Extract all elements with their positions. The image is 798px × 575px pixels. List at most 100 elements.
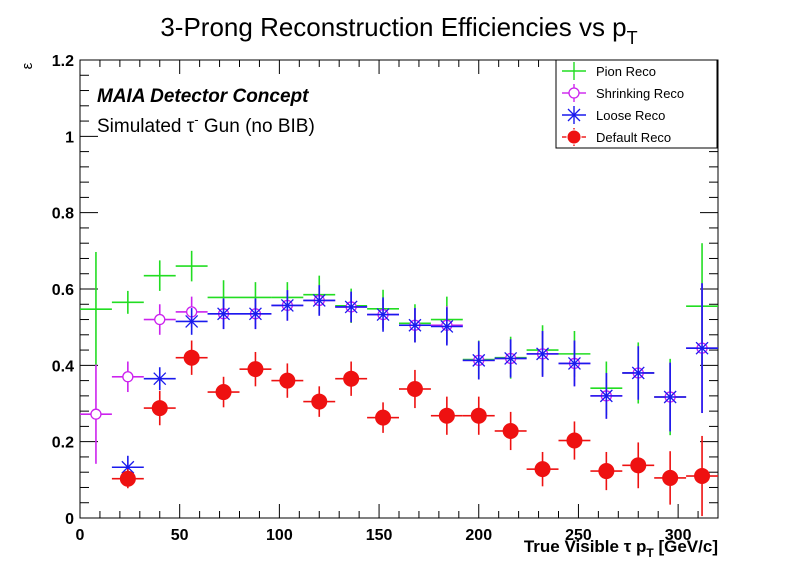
point-marker <box>504 352 518 365</box>
point-marker <box>599 389 613 403</box>
point-marker <box>151 400 168 417</box>
data-point <box>462 396 495 435</box>
point-marker <box>662 469 679 486</box>
data-point <box>590 451 623 491</box>
chart-title-subscript: T <box>627 28 638 48</box>
data-point <box>686 283 718 414</box>
point-marker <box>376 308 390 322</box>
point-marker <box>280 298 294 312</box>
y-tick-label: 1.2 <box>52 53 74 70</box>
point-marker <box>153 372 167 386</box>
point-marker <box>695 341 709 355</box>
data-point <box>80 364 112 464</box>
annotation-main: Simulated τ- Gun (no BIB) <box>97 112 315 137</box>
point-marker <box>119 470 136 487</box>
x-tick-label: 300 <box>665 527 692 544</box>
point-marker <box>470 407 487 424</box>
data-point <box>367 402 399 433</box>
y-tick-label: 0.6 <box>52 282 74 299</box>
x-axis-label: True Visible τ pT [GeV/c] <box>524 537 718 560</box>
point-marker <box>247 361 264 378</box>
x-tick-label: 0 <box>76 527 85 544</box>
point-marker <box>694 468 711 485</box>
data-point <box>399 308 431 343</box>
data-point <box>175 250 208 282</box>
point-marker <box>567 356 581 370</box>
y-tick-label: 0 <box>65 511 74 528</box>
data-point <box>175 308 208 335</box>
data-point <box>590 372 623 419</box>
legend-entry: Pion Reco <box>562 62 656 80</box>
series-default-reco <box>111 340 718 517</box>
point-marker <box>122 371 134 383</box>
data-point <box>367 297 399 332</box>
x-tick-label: 250 <box>565 527 592 544</box>
series-layer <box>80 243 718 517</box>
data-point <box>175 340 208 375</box>
data-point <box>111 290 144 314</box>
data-point <box>239 298 272 330</box>
point-marker <box>248 307 262 321</box>
point-marker <box>472 353 486 367</box>
data-point <box>143 390 176 426</box>
data-point <box>462 341 495 380</box>
data-point <box>271 290 304 321</box>
data-point <box>143 367 176 391</box>
data-point <box>303 386 336 417</box>
point-marker <box>154 313 166 326</box>
data-point <box>80 251 112 367</box>
point-marker <box>598 463 615 480</box>
point-marker <box>344 300 358 314</box>
legend-marker <box>567 130 581 144</box>
point-marker <box>408 318 422 332</box>
x-tick-label: 50 <box>171 527 189 544</box>
point-marker <box>215 384 232 401</box>
y-tick-label: 0.4 <box>52 358 74 375</box>
point-marker <box>663 390 677 404</box>
data-point <box>526 451 559 487</box>
x-tick-label: 200 <box>465 527 492 544</box>
legend-marker <box>567 108 581 122</box>
point-marker <box>534 461 551 478</box>
data-point <box>558 340 591 387</box>
legend-marker <box>568 87 580 99</box>
point-marker <box>631 366 645 380</box>
legend: Pion Reco Shrinking Reco Loose Reco Default… <box>555 59 718 149</box>
data-point <box>271 363 304 398</box>
point-marker <box>312 293 326 307</box>
data-point <box>526 330 559 377</box>
annotation-bold: MAIA Detector Concept <box>97 86 309 107</box>
data-point <box>303 285 336 316</box>
axes: 0 50 100 150 200 250 300 0 0.2 0.4 0.6 0.8 1 1.2 <box>52 53 719 544</box>
x-tick-label: 100 <box>266 527 293 544</box>
series-loose-reco <box>111 283 718 479</box>
legend-entry: Loose Reco <box>562 106 665 124</box>
data-point <box>111 361 144 393</box>
data-point <box>207 376 240 408</box>
data-point <box>143 260 176 291</box>
point-marker <box>343 370 360 387</box>
point-marker <box>90 408 102 420</box>
legend-label: Loose Reco <box>596 108 665 123</box>
data-point <box>335 361 368 396</box>
point-marker <box>121 460 135 474</box>
legend-entry: Shrinking Reco <box>562 84 684 102</box>
data-point <box>111 469 144 489</box>
point-marker <box>438 407 455 424</box>
legend-label: Shrinking Reco <box>596 86 684 101</box>
chart-title: 3-Prong Reconstruction Efficiencies vs p… <box>160 12 637 48</box>
data-point <box>622 346 655 400</box>
y-axis-label: ε <box>19 62 36 69</box>
point-marker <box>536 347 550 361</box>
point-marker <box>183 349 200 366</box>
point-marker <box>502 422 519 439</box>
point-marker <box>566 432 583 449</box>
point-marker <box>311 393 328 410</box>
data-point <box>143 304 176 335</box>
data-point <box>686 435 718 517</box>
legend-label: Default Reco <box>596 130 671 145</box>
data-point <box>430 307 463 346</box>
data-point <box>239 351 272 387</box>
data-point <box>654 362 687 432</box>
